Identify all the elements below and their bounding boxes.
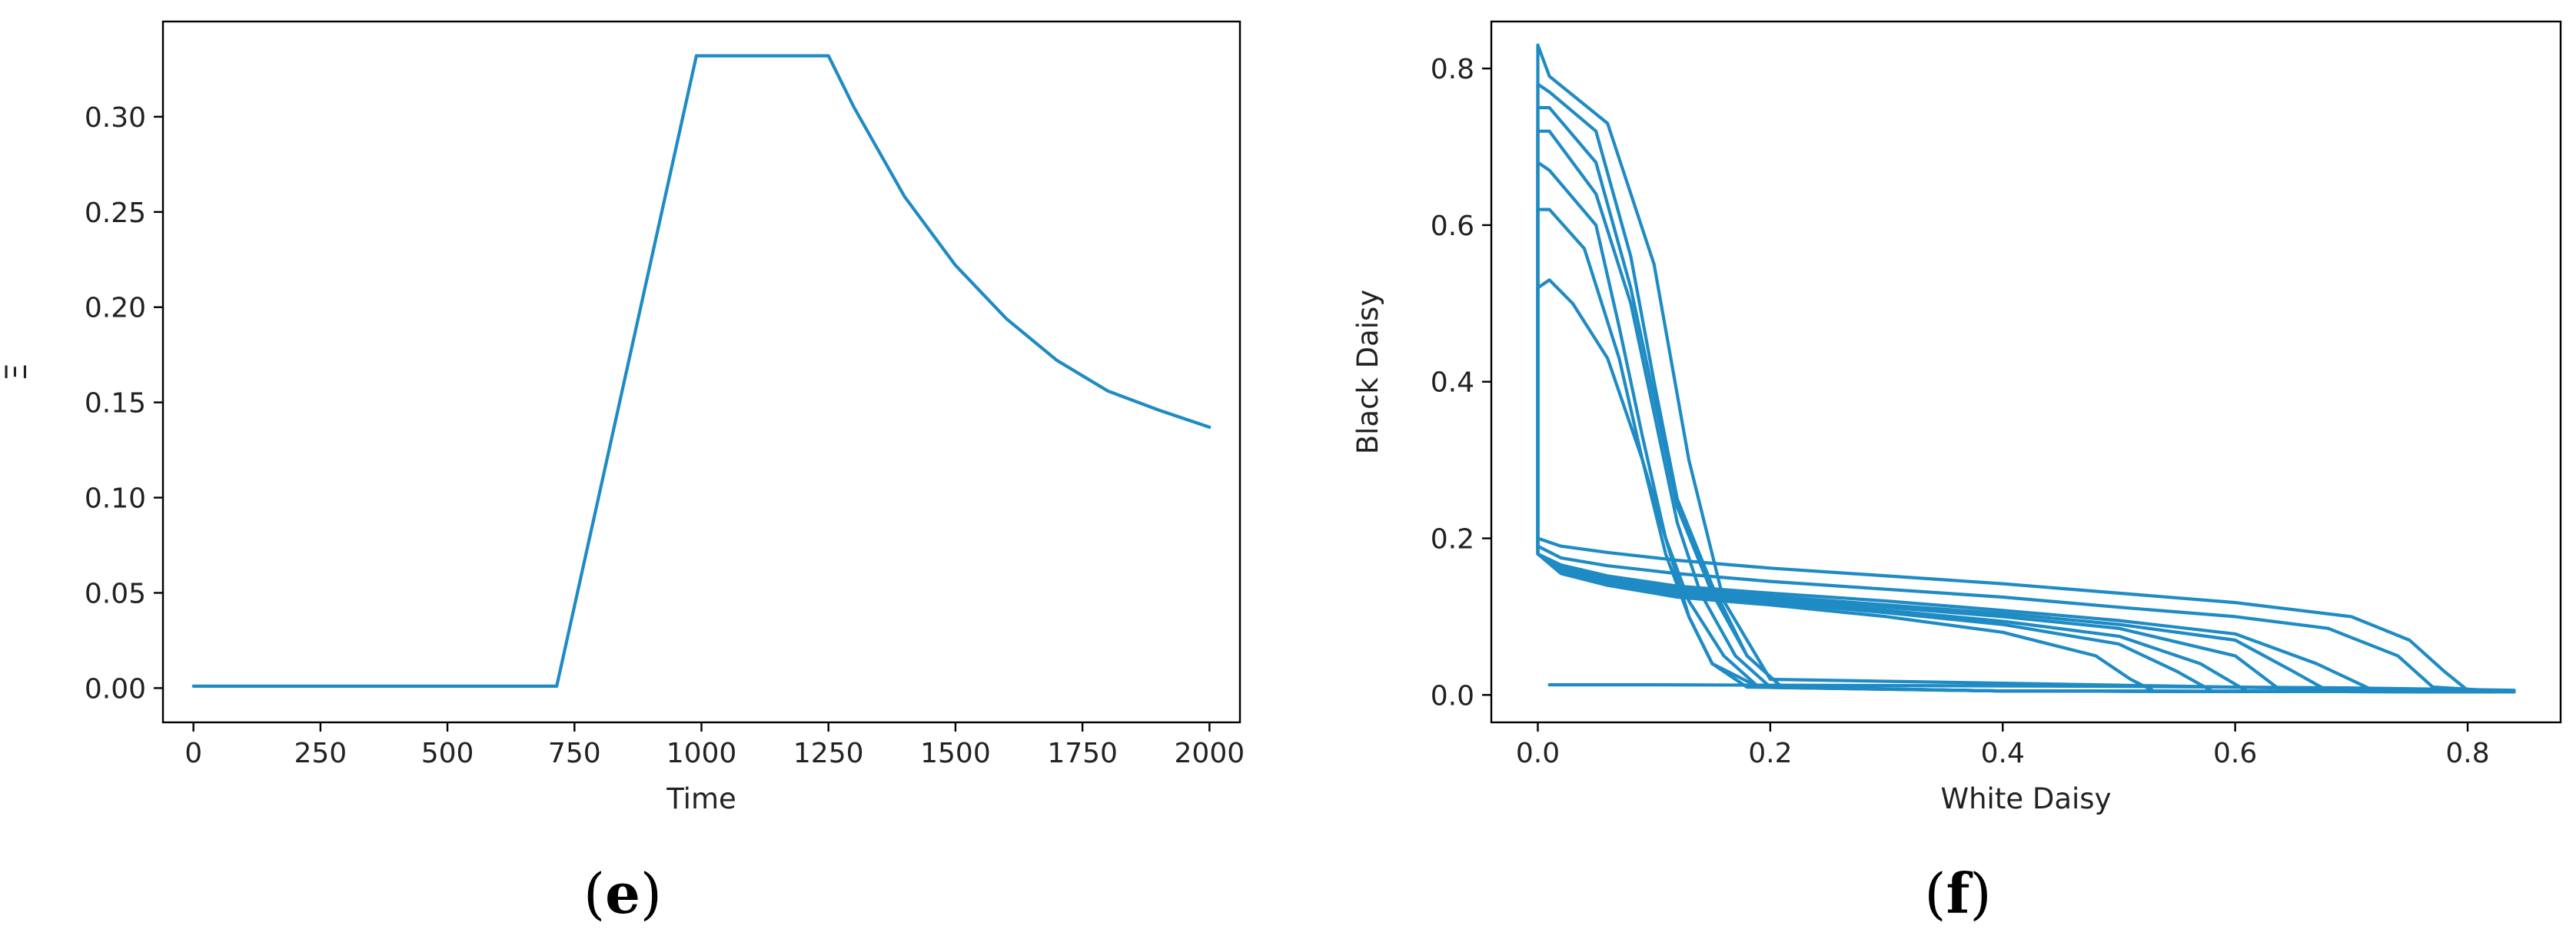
x-axis-label: White Daisy (1941, 782, 2112, 815)
panel-label-e: (e) (583, 861, 662, 926)
y-tick-label: 0.30 (85, 102, 146, 134)
y-tick-label: 0.15 (85, 388, 146, 420)
x-tick-label: 1500 (920, 738, 991, 769)
x-axis-label: Time (666, 782, 736, 815)
series-line-8 (1536, 43, 2516, 694)
x-tick-label: 750 (548, 738, 601, 769)
y-tick-label: 0.6 (1431, 211, 1474, 242)
chart-panel-f: 0.0 0.2 0.4 0.6 0.8 0.0 0.2 0.4 0.6 0.8 White Dais… (1351, 20, 2562, 815)
x-tick-label: 1250 (793, 738, 864, 769)
series-line-1 (191, 54, 1212, 688)
x-tick-label: 0.2 (1748, 738, 1792, 769)
x-tick-label: 0.8 (2445, 738, 2489, 769)
series-line-16 (1536, 529, 2516, 694)
series-line-15 (1536, 536, 2516, 694)
y-tick-label: 0.20 (85, 293, 146, 324)
panel-label-f: (f) (1924, 861, 1991, 926)
y-tick-label: 0.2 (1431, 524, 1474, 556)
x-tick-label: 500 (421, 738, 474, 769)
x-tick-label: 0.0 (1516, 738, 1560, 769)
y-tick-label: 0.25 (85, 197, 146, 229)
y-tick-label: 0.10 (85, 483, 146, 515)
x-tick-label: 2000 (1175, 738, 1245, 769)
x-tick-label: 0.6 (2213, 738, 2257, 769)
y-axis-label: Black Daisy (1351, 290, 1384, 454)
series-line-7 (1536, 82, 2516, 694)
x-tick-label: 1000 (666, 738, 737, 769)
y-tick-label: 0.05 (85, 578, 146, 609)
y-tick-label: 0.4 (1431, 367, 1474, 399)
x-tick-label: 0.4 (1981, 738, 2025, 769)
y-tick-label: 0.00 (85, 673, 146, 705)
series-line-2 (1536, 278, 2516, 694)
chart-panel-e: 0 250 500 750 1000 1250 1500 1750 2000 0.00 0.05 0.… (0, 20, 1245, 815)
y-tick-label: 0.8 (1431, 54, 1474, 85)
x-tick-label: 1750 (1047, 738, 1118, 769)
y-tick-label: 0.0 (1431, 680, 1474, 712)
x-tick-label: 0 (184, 738, 202, 769)
y-axis-label: Ξ (0, 363, 33, 380)
x-tick-label: 250 (294, 738, 347, 769)
plot-frame (1490, 20, 2562, 724)
series-line-14 (1536, 536, 2516, 694)
